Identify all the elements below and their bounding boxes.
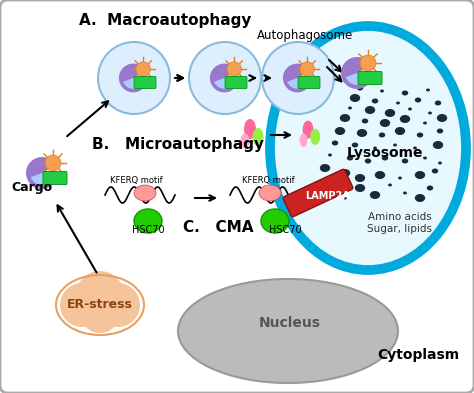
Ellipse shape (355, 174, 365, 182)
Ellipse shape (335, 127, 345, 135)
Ellipse shape (261, 209, 289, 233)
Ellipse shape (259, 185, 281, 201)
Wedge shape (26, 157, 56, 189)
Ellipse shape (328, 154, 332, 156)
Circle shape (80, 293, 120, 333)
Ellipse shape (432, 169, 438, 173)
Ellipse shape (388, 184, 392, 187)
Ellipse shape (437, 114, 447, 122)
Ellipse shape (302, 121, 313, 139)
Circle shape (300, 62, 314, 76)
Wedge shape (123, 78, 144, 89)
Circle shape (136, 62, 150, 76)
Text: HSC70: HSC70 (269, 225, 301, 235)
Wedge shape (214, 78, 235, 89)
Text: A.  Macroautophagy: A. Macroautophagy (79, 13, 251, 29)
Ellipse shape (438, 162, 442, 165)
Ellipse shape (433, 141, 443, 149)
Ellipse shape (347, 156, 353, 160)
Ellipse shape (396, 101, 400, 105)
Wedge shape (283, 64, 310, 92)
Ellipse shape (385, 109, 395, 117)
Ellipse shape (357, 86, 363, 90)
Ellipse shape (402, 90, 408, 95)
Text: Nucleus: Nucleus (259, 316, 321, 330)
Ellipse shape (134, 209, 162, 233)
Ellipse shape (362, 119, 368, 123)
Text: Autophagosome: Autophagosome (257, 29, 353, 42)
Ellipse shape (380, 119, 390, 127)
Text: C.   CMA: C. CMA (183, 220, 253, 235)
Ellipse shape (365, 158, 371, 163)
Circle shape (98, 42, 170, 114)
Circle shape (262, 42, 334, 114)
Text: KFERQ motif: KFERQ motif (242, 176, 294, 185)
Ellipse shape (355, 184, 365, 192)
Text: ER-stress: ER-stress (67, 299, 133, 312)
Circle shape (189, 42, 261, 114)
Ellipse shape (437, 129, 443, 134)
Ellipse shape (415, 171, 425, 179)
Ellipse shape (423, 156, 427, 160)
FancyBboxPatch shape (283, 169, 353, 217)
Text: B.   Microautophagy: B. Microautophagy (92, 138, 264, 152)
Ellipse shape (340, 114, 350, 122)
Ellipse shape (240, 134, 249, 149)
FancyBboxPatch shape (134, 77, 156, 88)
Ellipse shape (300, 134, 308, 147)
Ellipse shape (178, 279, 398, 383)
Text: Cargo: Cargo (11, 182, 53, 195)
Ellipse shape (380, 90, 384, 92)
Text: Lysosome: Lysosome (347, 146, 423, 160)
Circle shape (360, 55, 376, 71)
Ellipse shape (373, 147, 377, 149)
Ellipse shape (253, 128, 264, 146)
Ellipse shape (398, 176, 402, 180)
Wedge shape (287, 78, 308, 89)
Ellipse shape (134, 185, 156, 201)
Circle shape (92, 279, 128, 315)
Text: Cytoplasm: Cytoplasm (377, 348, 459, 362)
Ellipse shape (413, 147, 417, 149)
Ellipse shape (435, 101, 441, 105)
Circle shape (76, 271, 124, 319)
Ellipse shape (393, 143, 397, 147)
Circle shape (72, 279, 108, 315)
Ellipse shape (427, 185, 433, 191)
Ellipse shape (332, 141, 338, 145)
Ellipse shape (244, 119, 256, 139)
Text: Amino acids
Sugar, lipids: Amino acids Sugar, lipids (367, 212, 432, 234)
Wedge shape (210, 64, 237, 92)
Ellipse shape (310, 129, 320, 145)
Ellipse shape (365, 106, 375, 114)
Ellipse shape (350, 94, 360, 102)
Ellipse shape (370, 191, 380, 199)
FancyBboxPatch shape (358, 72, 382, 84)
Circle shape (227, 62, 241, 76)
Wedge shape (119, 64, 146, 92)
Ellipse shape (379, 132, 385, 138)
Circle shape (60, 283, 104, 327)
Ellipse shape (352, 143, 358, 147)
Ellipse shape (270, 26, 466, 270)
Text: HSC70: HSC70 (132, 225, 164, 235)
Ellipse shape (426, 88, 430, 92)
Ellipse shape (325, 179, 335, 187)
Ellipse shape (372, 99, 378, 103)
Text: LAMP2A: LAMP2A (306, 191, 350, 201)
Ellipse shape (423, 121, 427, 125)
Ellipse shape (340, 169, 350, 177)
Ellipse shape (417, 132, 423, 138)
Ellipse shape (395, 127, 405, 135)
Circle shape (96, 283, 140, 327)
Ellipse shape (415, 97, 421, 103)
Ellipse shape (402, 158, 408, 163)
FancyBboxPatch shape (298, 77, 320, 88)
Ellipse shape (382, 156, 388, 160)
Wedge shape (341, 57, 371, 89)
Ellipse shape (408, 108, 412, 110)
Text: KFERQ motif: KFERQ motif (109, 176, 162, 185)
Ellipse shape (320, 164, 330, 172)
Ellipse shape (400, 115, 410, 123)
